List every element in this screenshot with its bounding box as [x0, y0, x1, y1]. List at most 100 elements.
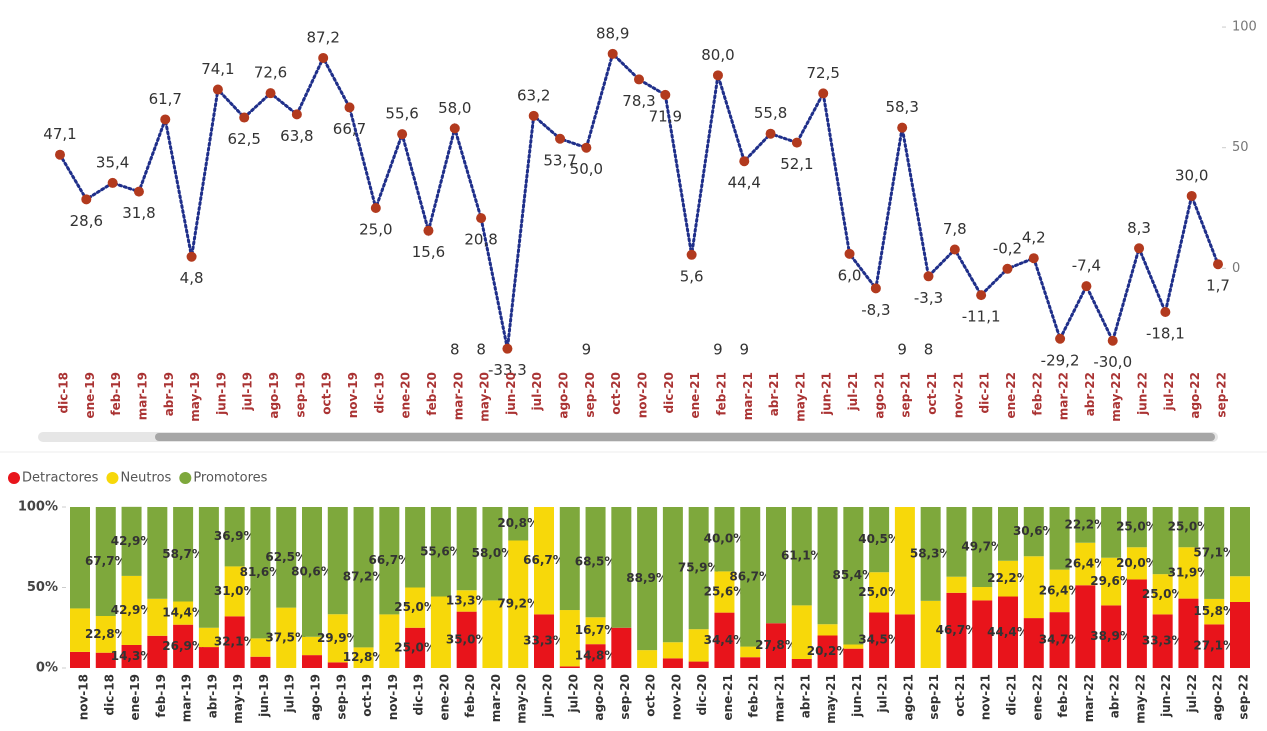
- data-label: 46,7%: [936, 623, 978, 637]
- data-label: 40,0%: [704, 532, 746, 546]
- marker: [660, 89, 671, 100]
- bar-segment: [559, 666, 580, 668]
- bar-segment: [611, 627, 632, 668]
- bar-segment: [585, 617, 606, 645]
- bar-segment: [791, 605, 812, 659]
- x-tick-label: ago-22: [1188, 372, 1202, 419]
- x-tick-label: ene-20: [399, 372, 413, 419]
- marker: [449, 123, 460, 134]
- x-tick-label: may-20: [478, 372, 492, 422]
- bar-segment: [1126, 579, 1147, 668]
- bar-segment: [1152, 507, 1173, 575]
- bar-segment: [946, 592, 967, 668]
- marker: [607, 48, 618, 59]
- data-label: 14,8%: [575, 649, 617, 663]
- marker: [818, 88, 829, 99]
- secondary-label: 8: [924, 341, 934, 359]
- data-label: 14,4%: [162, 606, 204, 620]
- data-label: 88,9: [596, 24, 629, 42]
- data-label: 36,9%: [214, 529, 256, 543]
- x-tick-label: sep-21: [899, 372, 913, 418]
- x-tick-label: jun-22: [1159, 674, 1173, 718]
- data-label: 29,9%: [317, 631, 359, 645]
- marker: [160, 114, 171, 125]
- data-label: -3,3: [914, 289, 943, 307]
- bar-segment: [405, 507, 426, 588]
- data-label: 66,7: [333, 120, 366, 138]
- data-label: 40,5%: [858, 532, 900, 546]
- bar-segment: [894, 614, 915, 668]
- bar-segment: [250, 656, 271, 668]
- data-label: 5,6: [680, 267, 704, 285]
- x-tick-label: ago-21: [901, 674, 915, 721]
- data-label: 61,7: [149, 90, 182, 108]
- secondary-label: 9: [897, 341, 907, 359]
- x-tick-label: jun-22: [1136, 372, 1150, 416]
- x-tick-label: oct-19: [320, 372, 334, 415]
- bar-segment: [714, 571, 735, 613]
- marker: [1134, 243, 1145, 254]
- x-tick-label: dic-20: [695, 674, 709, 716]
- marker: [212, 84, 223, 95]
- bar-segment: [70, 608, 90, 652]
- bar-segment: [1049, 507, 1070, 570]
- marker: [239, 112, 250, 123]
- x-tick-label: mar-22: [1082, 674, 1096, 722]
- bar-segment: [559, 507, 580, 611]
- bar-segment: [121, 644, 142, 668]
- x-tick-label: abr-22: [1108, 674, 1122, 718]
- marker: [81, 194, 92, 205]
- x-tick-label: jun-20: [541, 674, 555, 718]
- data-label: 26,4%: [1065, 556, 1107, 570]
- marker: [686, 249, 697, 260]
- bar-segment: [482, 600, 503, 668]
- bar-segment: [1023, 618, 1044, 668]
- x-tick-label: nov-20: [669, 674, 683, 720]
- x-tick-label: sep-22: [1237, 674, 1251, 720]
- bar-segment: [688, 661, 709, 668]
- data-label: 78,3: [622, 92, 655, 110]
- data-label: 62,5: [228, 130, 261, 148]
- data-label: 25,0%: [394, 640, 436, 654]
- legend-label: Detractores: [22, 471, 99, 486]
- data-label: 55,8: [754, 104, 787, 122]
- x-tick-label: ene-21: [721, 674, 735, 721]
- data-label: 72,6: [254, 64, 287, 82]
- bar-segment: [998, 560, 1018, 597]
- marker: [1186, 190, 1197, 201]
- data-label: 34,7%: [1039, 633, 1081, 647]
- x-tick-label: nov-20: [636, 372, 650, 418]
- x-tick-label: sep-19: [293, 372, 307, 418]
- bar-segment: [869, 612, 890, 668]
- marker: [555, 133, 566, 144]
- x-tick-label: mar-21: [773, 674, 787, 722]
- data-label: 74,1: [201, 60, 234, 78]
- x-tick-label: may-19: [188, 372, 202, 422]
- x-tick-label: feb-22: [1030, 372, 1044, 416]
- data-label: 38,9%: [1090, 629, 1132, 643]
- bar-segment: [147, 635, 168, 668]
- x-tick-label: ene-19: [128, 674, 142, 721]
- data-label: 67,7%: [85, 554, 127, 568]
- data-label: 20,8: [464, 231, 497, 249]
- marker: [55, 149, 65, 160]
- data-label: 63,2: [517, 86, 550, 104]
- x-tick-label: jun-21: [850, 674, 864, 718]
- bar-segment: [95, 652, 116, 668]
- bar-segment: [688, 507, 709, 630]
- data-label: 25,0%: [1168, 520, 1210, 534]
- x-tick-label: jun-20: [504, 372, 518, 416]
- bar-segment: [869, 572, 890, 613]
- scrollbar-thumb[interactable]: [155, 433, 1215, 441]
- data-label: 1,7: [1206, 277, 1230, 295]
- data-label: 71,9: [649, 107, 682, 125]
- bar-segment: [173, 601, 194, 625]
- x-tick-label: abr-21: [798, 674, 812, 718]
- data-label: 4,8: [180, 269, 204, 287]
- bar-segment: [1204, 624, 1225, 668]
- marker: [634, 74, 644, 85]
- x-tick-label: jul-21: [876, 674, 890, 713]
- bar-segment: [740, 507, 761, 647]
- marker: [476, 213, 487, 224]
